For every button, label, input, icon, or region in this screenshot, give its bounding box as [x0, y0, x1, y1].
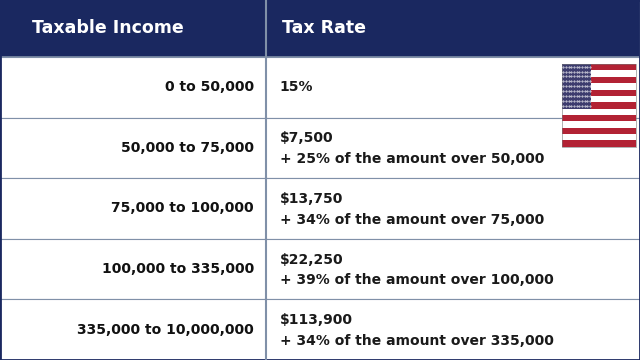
FancyBboxPatch shape	[0, 239, 640, 300]
FancyBboxPatch shape	[0, 0, 640, 57]
Text: Tax Rate: Tax Rate	[282, 19, 365, 37]
FancyBboxPatch shape	[562, 83, 636, 90]
Text: 100,000 to 335,000: 100,000 to 335,000	[102, 262, 254, 276]
FancyBboxPatch shape	[562, 90, 636, 96]
FancyBboxPatch shape	[562, 115, 636, 121]
Text: 0 to 50,000: 0 to 50,000	[165, 80, 254, 94]
Text: 15%: 15%	[280, 80, 313, 94]
Text: 75,000 to 100,000: 75,000 to 100,000	[111, 202, 254, 215]
Text: $7,500: $7,500	[280, 131, 333, 145]
Text: Taxable Income: Taxable Income	[32, 19, 184, 37]
FancyBboxPatch shape	[0, 57, 640, 117]
Text: 335,000 to 10,000,000: 335,000 to 10,000,000	[77, 323, 254, 337]
FancyBboxPatch shape	[562, 96, 636, 102]
Text: + 34% of the amount over 75,000: + 34% of the amount over 75,000	[280, 213, 544, 227]
Text: 50,000 to 75,000: 50,000 to 75,000	[121, 141, 254, 155]
Text: + 25% of the amount over 50,000: + 25% of the amount over 50,000	[280, 152, 544, 166]
FancyBboxPatch shape	[562, 71, 636, 77]
Text: + 34% of the amount over 335,000: + 34% of the amount over 335,000	[280, 334, 554, 348]
Text: $22,250: $22,250	[280, 253, 343, 267]
FancyBboxPatch shape	[0, 300, 640, 360]
FancyBboxPatch shape	[562, 77, 636, 83]
Text: + 39% of the amount over 100,000: + 39% of the amount over 100,000	[280, 273, 554, 287]
FancyBboxPatch shape	[562, 140, 636, 147]
FancyBboxPatch shape	[562, 109, 636, 115]
FancyBboxPatch shape	[562, 134, 636, 140]
FancyBboxPatch shape	[0, 117, 640, 178]
FancyBboxPatch shape	[562, 64, 591, 109]
FancyBboxPatch shape	[562, 64, 636, 71]
FancyBboxPatch shape	[562, 121, 636, 127]
FancyBboxPatch shape	[562, 127, 636, 134]
FancyBboxPatch shape	[562, 102, 636, 109]
FancyBboxPatch shape	[0, 178, 640, 239]
Text: $13,750: $13,750	[280, 192, 343, 206]
Text: $113,900: $113,900	[280, 313, 353, 327]
